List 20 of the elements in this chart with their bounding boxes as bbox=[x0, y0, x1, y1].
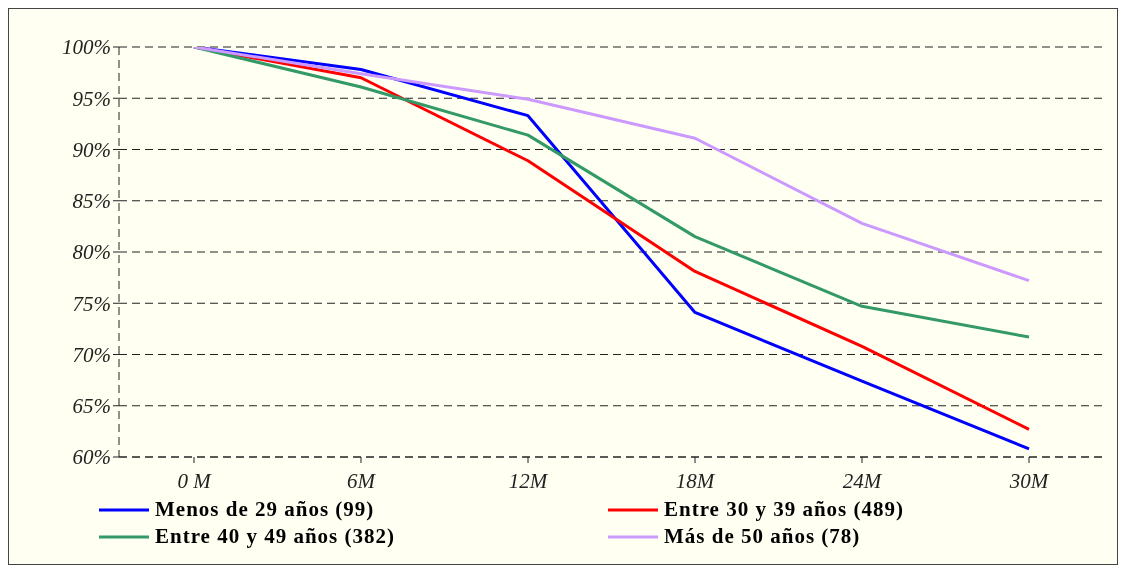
x-tick-label: 30M bbox=[1008, 468, 1050, 493]
legend-label: Más de 50 años (78) bbox=[664, 524, 861, 549]
x-tick-label: 12M bbox=[508, 468, 549, 493]
x-tick-label: 0 M bbox=[177, 468, 213, 493]
y-tick-label: 70% bbox=[72, 342, 111, 367]
y-tick-label: 65% bbox=[72, 394, 111, 419]
x-tick-label: 24M bbox=[842, 468, 883, 493]
legend-label: Entre 30 y 39 años (489) bbox=[664, 497, 905, 522]
y-tick-label: 75% bbox=[72, 291, 111, 316]
y-tick-label: 90% bbox=[72, 137, 111, 162]
x-tick-label: 18M bbox=[675, 468, 716, 493]
line-series bbox=[192, 47, 1031, 283]
y-tick-label: 85% bbox=[72, 189, 111, 214]
y-tick-label: 95% bbox=[72, 86, 111, 111]
y-tick-label: 60% bbox=[72, 445, 111, 470]
x-tick-label: 6M bbox=[347, 468, 377, 493]
legend-label: Entre 40 y 49 años (382) bbox=[155, 524, 396, 549]
y-tick-label: 80% bbox=[72, 240, 111, 265]
y-tick-label: 100% bbox=[62, 35, 111, 60]
legend-label: Menos de 29 años (99) bbox=[155, 497, 375, 522]
